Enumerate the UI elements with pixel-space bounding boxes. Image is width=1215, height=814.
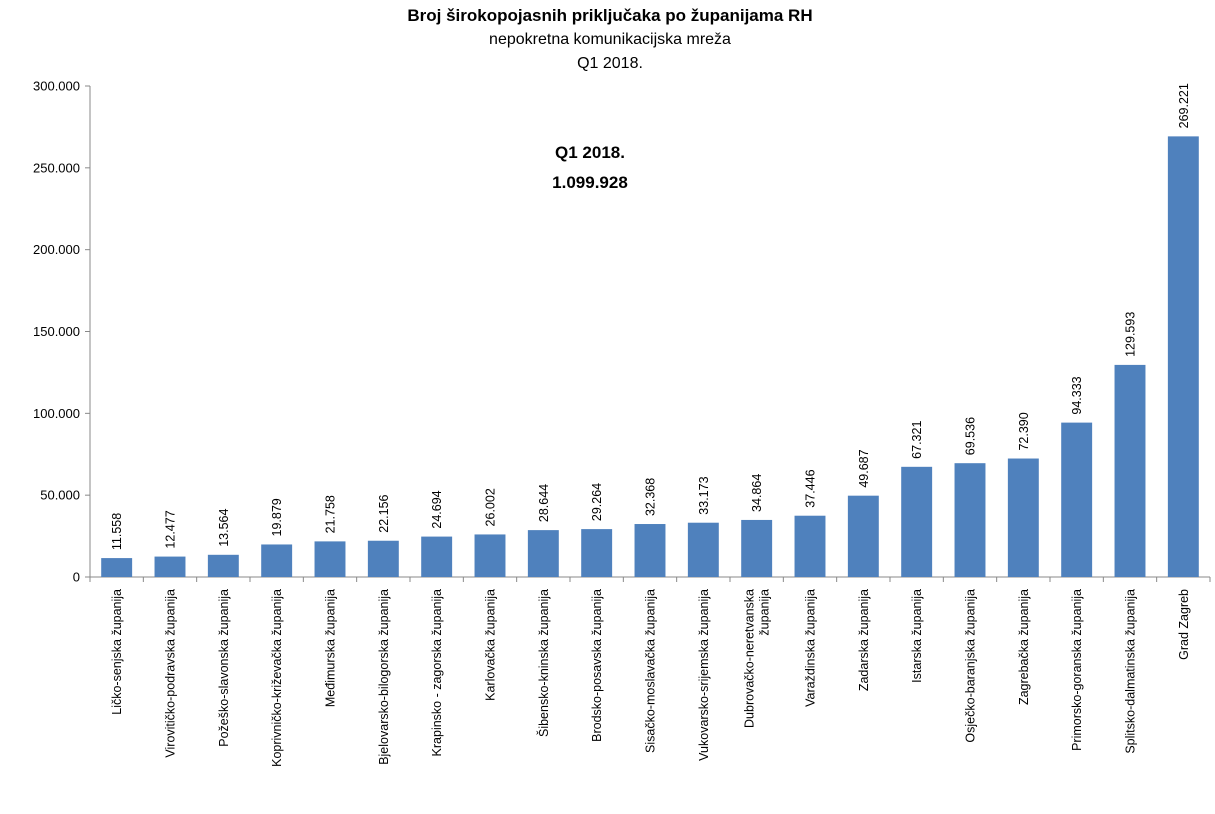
category-label: Istarska županija — [910, 589, 924, 683]
data-label: 72.390 — [1017, 412, 1031, 450]
data-label: 34.864 — [750, 474, 764, 512]
category-label: Osječko-baranjska županija — [964, 589, 978, 743]
bar — [421, 536, 453, 577]
category-label: Dubrovačko-neretvanska — [743, 589, 757, 728]
category-label: Zadarska županija — [857, 589, 871, 691]
bar — [154, 556, 186, 577]
y-tick-label: 50.000 — [40, 488, 80, 503]
category-label: Ličko-senjska županija — [110, 589, 124, 715]
category-label: Varaždinska županija — [804, 589, 818, 707]
data-label: 37.446 — [804, 469, 818, 507]
bar — [1061, 422, 1093, 577]
total-annotation: Q1 2018. 1.099.928 — [480, 138, 700, 198]
data-label: 21.758 — [324, 495, 338, 533]
category-label: Požeško-slavonska županija — [217, 589, 231, 747]
data-label: 13.564 — [217, 509, 231, 547]
data-label: 67.321 — [910, 421, 924, 459]
bar — [687, 522, 719, 577]
y-tick-label: 200.000 — [33, 242, 80, 257]
data-label: 26.002 — [484, 488, 498, 526]
bar — [954, 463, 986, 577]
bar — [261, 544, 293, 577]
chart-subtitle: nepokretna komunikacijska mreža — [489, 31, 731, 48]
chart-period: Q1 2018. — [577, 55, 643, 72]
category-label: Brodsko-posavska županija — [590, 589, 604, 742]
bar — [101, 558, 133, 577]
bar — [474, 534, 506, 577]
data-label: 32.368 — [644, 478, 658, 516]
bar — [207, 554, 239, 577]
data-label: 129.593 — [1124, 312, 1138, 357]
data-label: 94.333 — [1070, 376, 1084, 414]
bar — [741, 519, 773, 577]
category-label: Koprivničko-križevačka županija — [270, 589, 284, 767]
data-label: 22.156 — [377, 494, 391, 532]
data-label: 24.694 — [430, 490, 444, 528]
data-label: 29.264 — [590, 483, 604, 521]
bar — [794, 515, 826, 577]
bar — [314, 541, 346, 577]
data-label: 28.644 — [537, 484, 551, 522]
category-label: Vukovarsko-srijemska županija — [697, 589, 711, 761]
category-label: Karlovačka županija — [484, 589, 498, 701]
category-label: Međimurska županija — [324, 589, 338, 707]
category-label: Grad Zagreb — [1177, 589, 1191, 660]
y-tick-label: 300.000 — [33, 79, 80, 94]
bar — [581, 529, 613, 577]
category-label: Sisačko-moslavačka županija — [644, 589, 658, 753]
data-label: 12.477 — [164, 510, 178, 548]
category-label: Krapinsko - zagorska županija — [430, 589, 444, 756]
data-label: 33.173 — [697, 476, 711, 514]
category-label: Virovitičko-podravska županija — [164, 589, 178, 758]
data-label: 69.536 — [964, 417, 978, 455]
chart-title: Broj širokopojasnih priključaka po župan… — [407, 6, 813, 25]
y-tick-label: 0 — [73, 570, 80, 585]
data-label: 19.879 — [270, 498, 284, 536]
category-label: Primorsko-goranska županija — [1070, 589, 1084, 751]
bar — [1114, 364, 1146, 577]
bar — [847, 495, 879, 577]
bar — [527, 530, 559, 577]
bar — [634, 524, 666, 577]
bar — [901, 466, 933, 577]
title-block: Broj širokopojasnih priključaka po župan… — [300, 4, 920, 76]
data-label: 269.221 — [1177, 83, 1191, 128]
category-label: Bjelovarsko-bilogorska županija — [377, 589, 391, 765]
y-tick-label: 250.000 — [33, 160, 80, 175]
category-label: Šibensko-kninska županija — [536, 589, 551, 737]
annotation-total: 1.099.928 — [552, 173, 628, 192]
bar — [367, 540, 399, 577]
bar — [1007, 458, 1039, 577]
y-tick-label: 100.000 — [33, 406, 80, 421]
annotation-period: Q1 2018. — [555, 143, 625, 162]
category-label: Zagrebačka županija — [1017, 589, 1031, 705]
y-tick-label: 150.000 — [33, 324, 80, 339]
data-label: 11.558 — [110, 513, 124, 550]
data-label: 49.687 — [857, 449, 871, 487]
bar — [1167, 136, 1199, 577]
category-label: županija — [758, 589, 772, 636]
category-label: Splitsko-dalmatinska županija — [1124, 589, 1138, 754]
